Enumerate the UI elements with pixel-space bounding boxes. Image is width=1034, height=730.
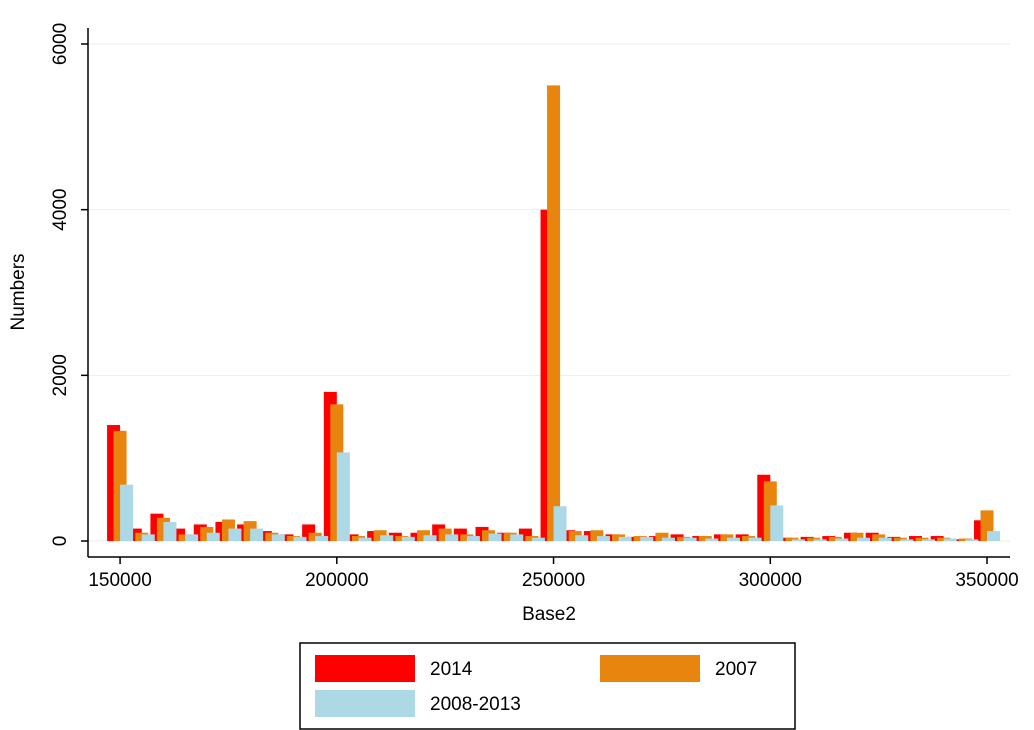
bar [893, 537, 907, 542]
bar [813, 539, 827, 542]
bar [850, 532, 864, 542]
y-axis-label: Numbers [8, 253, 29, 330]
x-tick-label: 200000 [305, 570, 368, 591]
bar [590, 530, 604, 542]
bar [547, 85, 561, 542]
bar [655, 532, 669, 542]
bar [228, 528, 242, 542]
bar [206, 532, 220, 542]
bar [735, 534, 749, 542]
bar [770, 505, 784, 542]
x-tick-label: 150000 [88, 570, 151, 591]
bar [185, 534, 199, 542]
bar [726, 537, 740, 542]
bar [120, 484, 134, 542]
bar [748, 537, 762, 542]
y-tick-label: 2000 [50, 354, 71, 396]
legend-label: 2008-2013 [430, 694, 521, 715]
bar [900, 539, 914, 542]
x-tick-label: 300000 [739, 570, 802, 591]
x-tick-label: 250000 [522, 570, 585, 591]
bar [293, 536, 307, 542]
bar [698, 536, 712, 542]
bar [358, 537, 372, 542]
bar [250, 528, 264, 542]
bar [488, 533, 502, 542]
legend-label: 2007 [715, 659, 757, 680]
bar [163, 521, 177, 542]
bar [987, 531, 1001, 542]
bar [720, 534, 734, 542]
bar [807, 537, 821, 542]
bar [915, 537, 929, 542]
bar [930, 536, 944, 542]
bar [445, 534, 459, 542]
bar [562, 530, 576, 542]
bar [401, 536, 415, 542]
bar [271, 534, 285, 542]
bar [872, 534, 886, 542]
y-tick-label: 6000 [50, 23, 71, 65]
bar [785, 537, 799, 542]
bar [575, 535, 589, 542]
bar [677, 536, 691, 542]
bar [943, 538, 957, 542]
bar [835, 538, 849, 542]
bar [640, 536, 654, 542]
bar [778, 537, 792, 542]
bar [388, 532, 402, 542]
bar [497, 532, 511, 542]
x-axis-label: Base2 [522, 604, 576, 625]
bar [952, 539, 966, 542]
bar [856, 537, 870, 542]
bar [141, 534, 155, 542]
bar [315, 536, 329, 542]
bar [596, 536, 610, 542]
bar [531, 537, 545, 542]
legend-label: 2014 [430, 659, 473, 680]
bar [661, 537, 675, 542]
bar [878, 537, 892, 542]
bar [965, 539, 979, 542]
bar [683, 537, 697, 542]
bar [553, 506, 567, 542]
bar [705, 538, 719, 542]
bar [922, 539, 936, 542]
legend-swatch [600, 655, 700, 682]
bar [618, 536, 632, 542]
legend-swatch [315, 655, 415, 682]
bar [423, 535, 437, 542]
y-tick-label: 4000 [50, 189, 71, 231]
bar [336, 452, 350, 542]
x-tick-label: 350000 [955, 570, 1018, 591]
bar [510, 534, 524, 542]
legend-swatch [315, 690, 415, 717]
y-tick-label: 0 [50, 536, 71, 547]
bar [280, 534, 294, 542]
bar [380, 535, 394, 542]
bar [466, 536, 480, 542]
bar [791, 539, 805, 542]
